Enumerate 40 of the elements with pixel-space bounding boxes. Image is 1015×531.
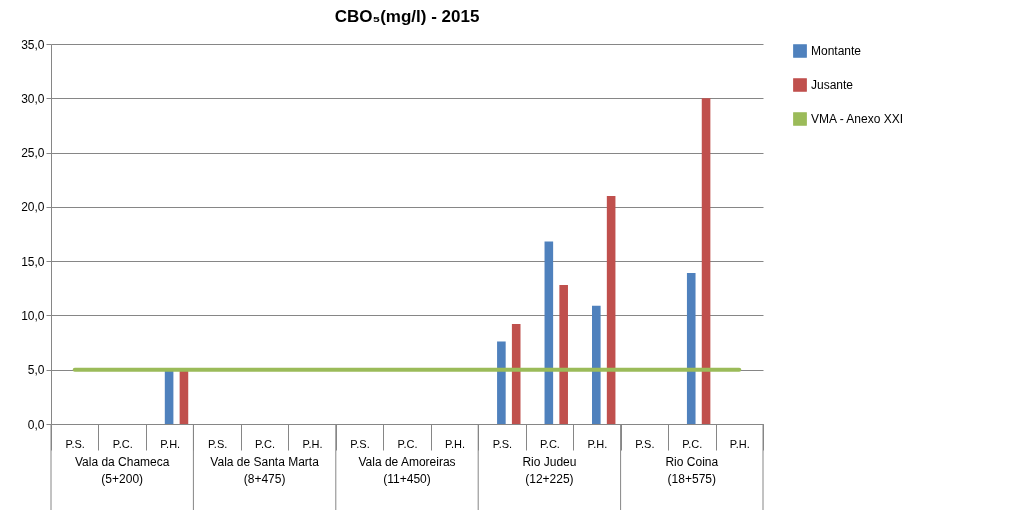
- x-tick-label: P.C.: [539, 437, 560, 450]
- text: Vala de Amoreiras (11+450): [358, 455, 456, 486]
- x-tick-label: P.H.: [729, 437, 750, 450]
- y-tick-label: 30,0: [21, 91, 45, 106]
- bar: [686, 273, 696, 424]
- bar: [701, 98, 711, 424]
- x-tick-label: P.H.: [160, 437, 181, 450]
- text: Rio Coina (18+575): [665, 455, 719, 486]
- y-tick-label: 0,0: [27, 417, 45, 432]
- x-tick-label: P.S.: [207, 437, 228, 450]
- y-tick-label: 35,0: [21, 37, 45, 52]
- x-tick-label: P.H.: [444, 437, 465, 450]
- x-tick-label: P.C.: [682, 437, 703, 450]
- x-tick-label: P.C.: [397, 437, 418, 450]
- bar: [497, 341, 506, 424]
- bar: [606, 196, 616, 424]
- x-tick-label: P.C.: [255, 437, 276, 450]
- x-tick-label: P.S.: [635, 437, 655, 450]
- x-tick-label: P.C.: [112, 437, 133, 450]
- x-tick-label: P.H.: [587, 437, 608, 450]
- legend-label: Montante: [811, 44, 862, 58]
- text: Rio Judeu (12+225): [522, 455, 577, 486]
- legend-label: VMA - Anexo XXI: [811, 112, 904, 126]
- text: Vala de Santa Marta (8+475): [210, 455, 320, 486]
- y-tick-label: 20,0: [21, 200, 45, 215]
- y-tick-label: 25,0: [21, 146, 45, 161]
- bar: [592, 305, 601, 424]
- text: Vala da Chameca (5+200): [74, 455, 170, 486]
- bar: [559, 285, 568, 424]
- x-tick-label: P.H.: [302, 437, 323, 450]
- x-tick-label: P.S.: [492, 437, 513, 450]
- y-tick-label: 15,0: [21, 254, 45, 269]
- y-tick-label: 5,0: [27, 363, 45, 378]
- chart-title: CBO₅(mg/l) - 2015: [334, 7, 480, 26]
- x-tick-label: P.S.: [65, 437, 85, 450]
- legend-label: Jusante: [811, 78, 854, 92]
- bar: [511, 324, 521, 424]
- y-tick-label: 10,0: [21, 308, 45, 323]
- x-tick-label: P.S.: [350, 437, 370, 450]
- bar: [544, 241, 554, 424]
